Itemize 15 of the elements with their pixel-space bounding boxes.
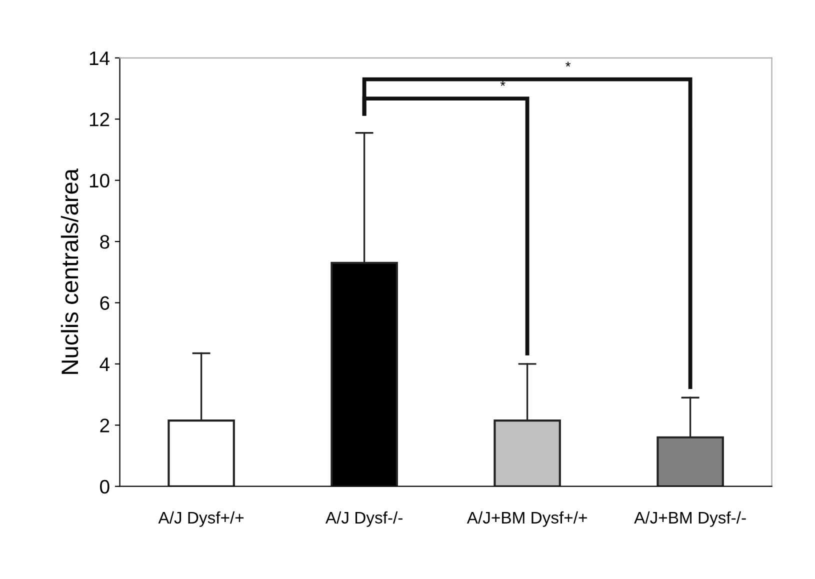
y-tick-label: 0: [100, 480, 110, 494]
y-tick-label: 12: [90, 112, 110, 126]
y-axis-title: Nuclis centrals/area: [60, 168, 78, 374]
y-tick-label: 14: [90, 52, 110, 65]
annotation: *: [500, 81, 506, 86]
x-tick-label: A/J Dysf+/+: [158, 511, 244, 527]
x-tick-label: A/J Dysf-/-: [325, 511, 402, 527]
y-tick-label: 6: [100, 296, 110, 310]
x-tick-label: A/J+BM Dysf-/-: [634, 511, 746, 527]
y-tick-label: 4: [100, 358, 110, 371]
y-tick-label: 2: [100, 418, 110, 432]
y-tick-label: 8: [100, 234, 110, 249]
x-tick-label: A/J+BM Dysf+/+: [466, 511, 587, 527]
annotation: *: [566, 62, 571, 67]
y-tick-label: 10: [90, 174, 110, 188]
